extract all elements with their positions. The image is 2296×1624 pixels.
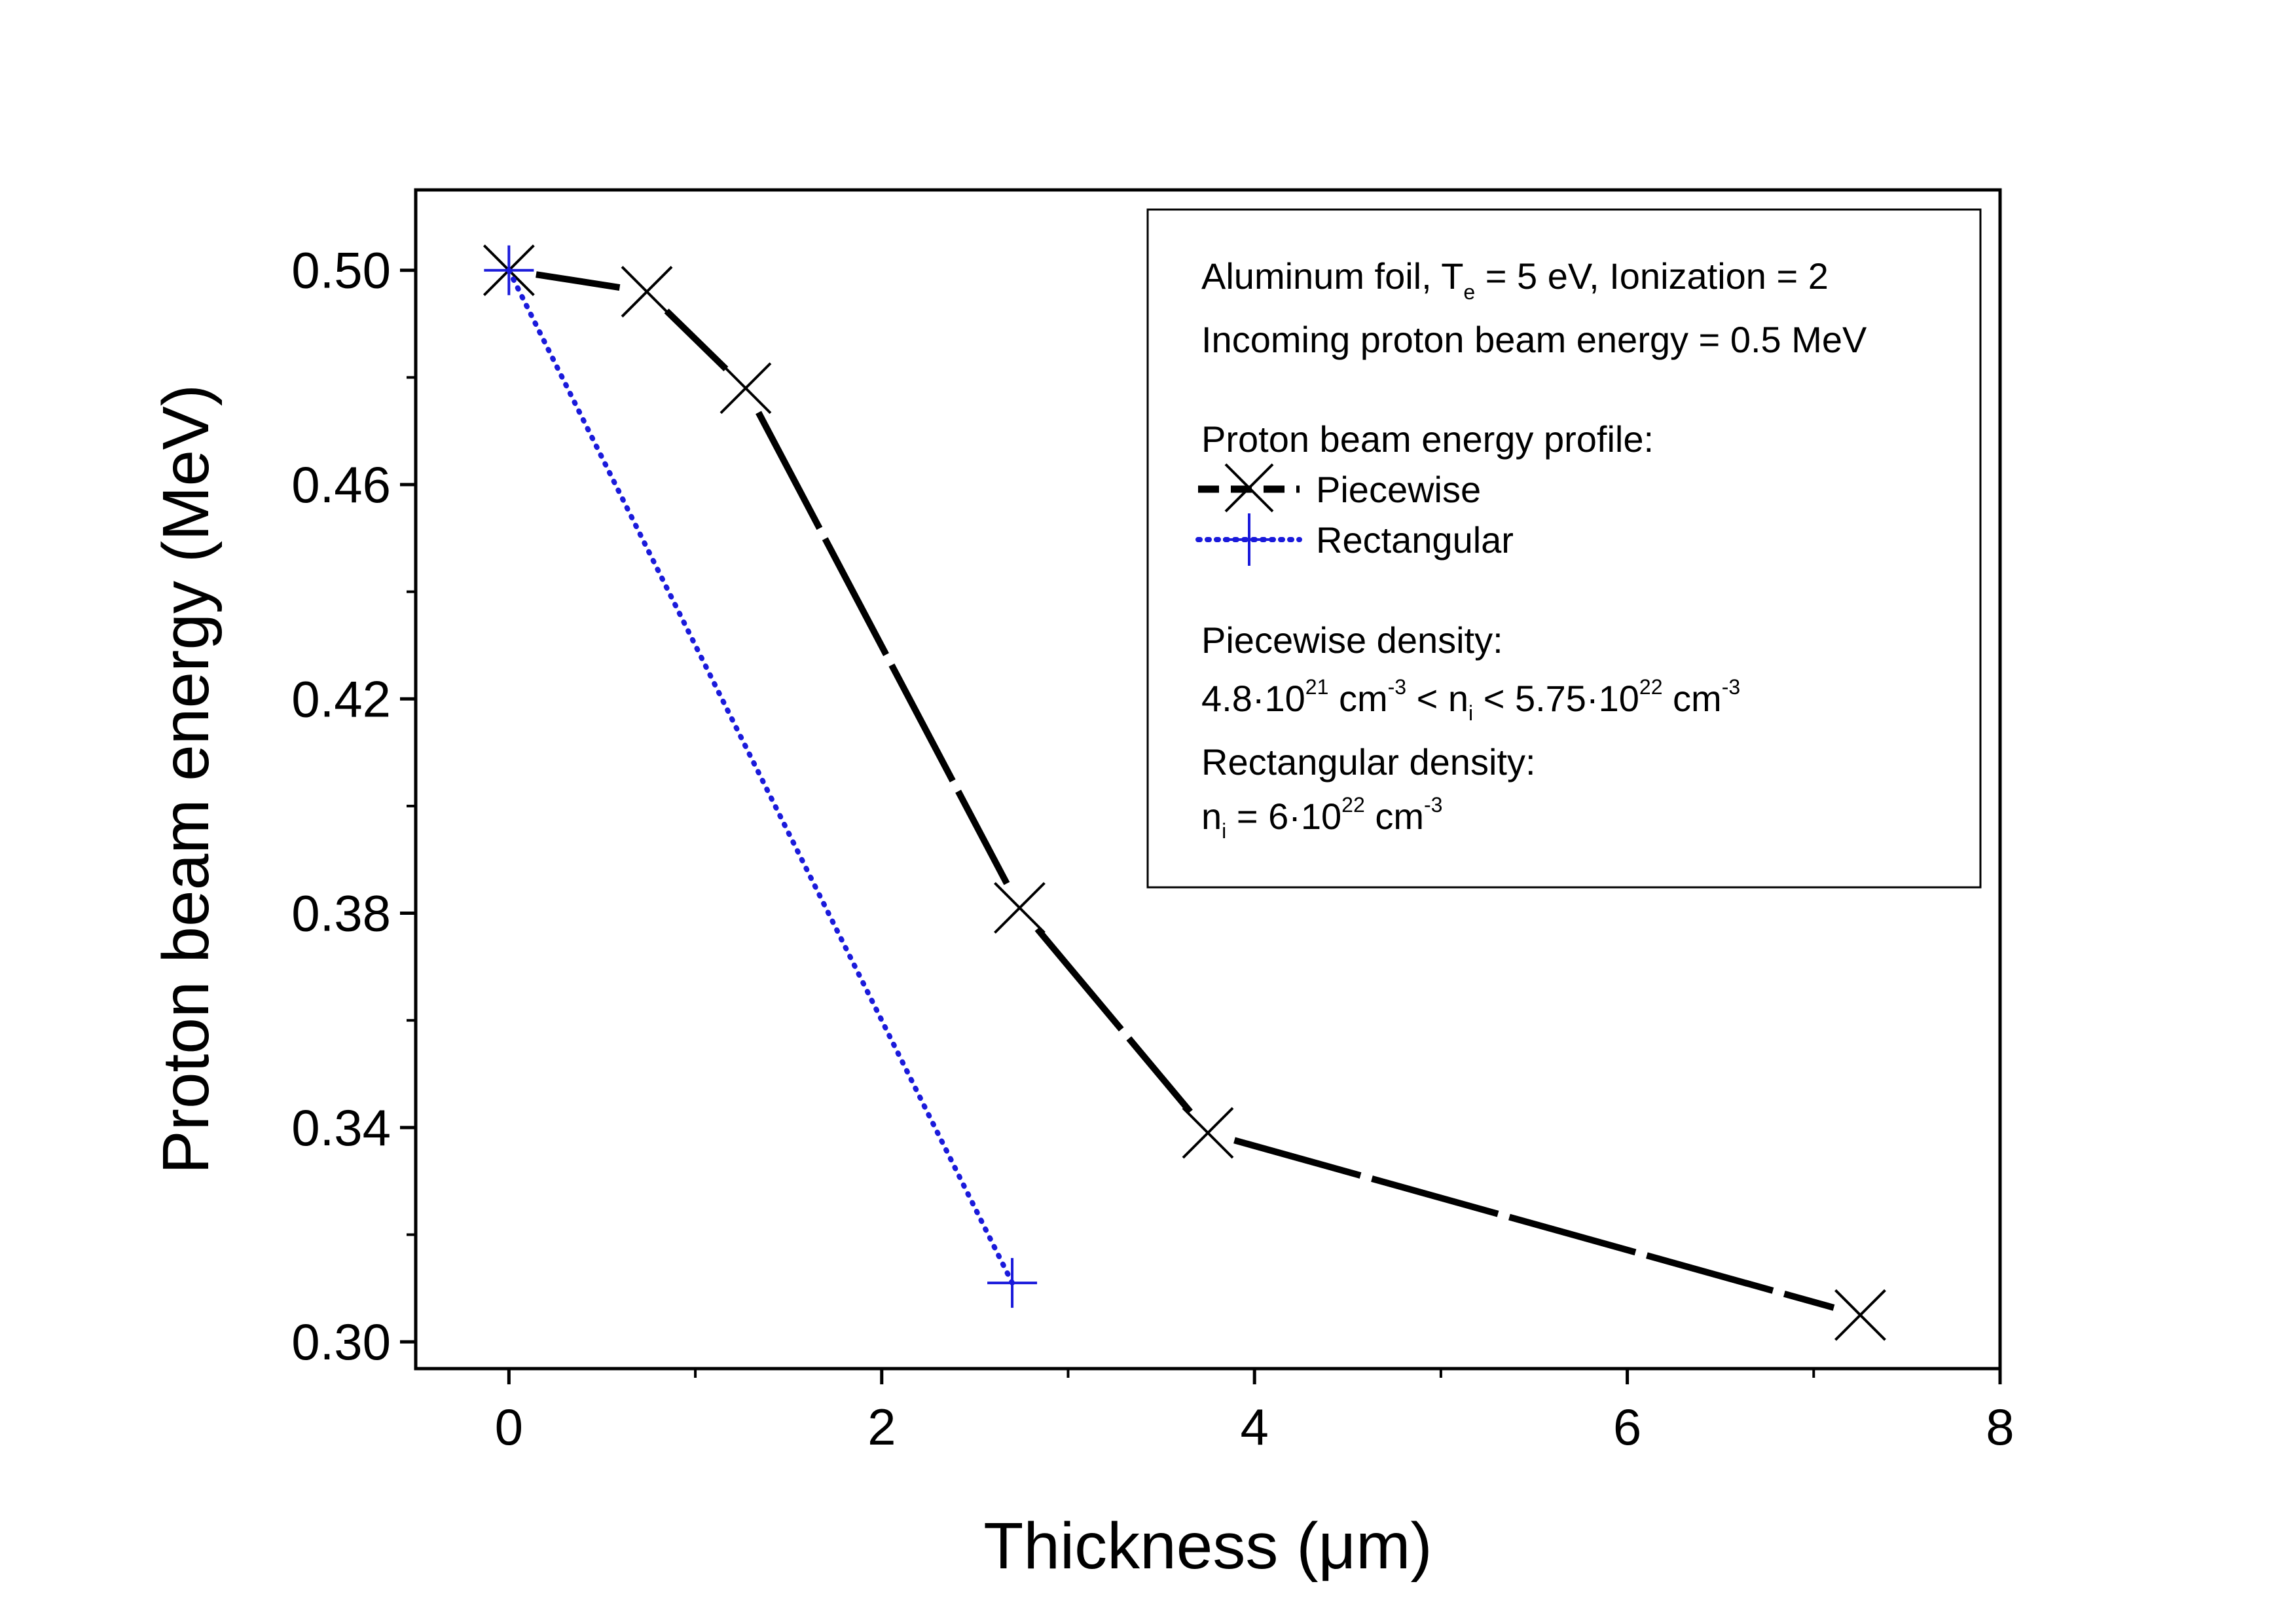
pd-p2: cm (1328, 678, 1387, 719)
rd-p2: = 6·10 (1226, 796, 1341, 837)
legend-item-piecewise: Piecewise (1198, 463, 1481, 513)
pd-p3: < n (1406, 678, 1468, 719)
marker-piecewise (621, 266, 673, 318)
rd-p1: n (1201, 796, 1222, 837)
rd-p3: cm (1365, 796, 1424, 837)
x-tick-label: 0 (495, 1398, 523, 1456)
x-tick-label: 6 (1613, 1398, 1641, 1456)
rd-b1: i (1222, 819, 1226, 843)
legend-box: Aluminum foil, Te = 5 eV, Ionization = 2… (1146, 208, 1982, 889)
series-rectangular (484, 245, 1038, 1308)
marker-piecewise (1182, 1107, 1234, 1159)
legend-line-material-b: = 5 eV, Ionization = 2 (1475, 255, 1829, 297)
pd-p1: 4.8·10 (1201, 678, 1305, 719)
y-axis-title: Proton beam energy (MeV) (149, 384, 223, 1174)
x-axis-title: Thickness (μm) (983, 1509, 1432, 1583)
legend-rectangular-marker (1223, 513, 1275, 566)
y-tick-label: 0.46 (291, 456, 391, 513)
legend-line-rectangular-value: ni = 6·1022 cm-3 (1201, 793, 1442, 843)
y-tick-label: 0.38 (291, 885, 391, 942)
line-segment-piecewise (536, 271, 621, 291)
rd-s1: 22 (1341, 793, 1365, 817)
y-tick-label: 0.42 (291, 670, 391, 728)
legend-line-piecewise-range: 4.8·1021 cm-3 < ni < 5.75·1022 cm-3 (1201, 675, 1740, 725)
y-tick-label: 0.30 (291, 1313, 391, 1371)
pd-s2: -3 (1388, 675, 1406, 699)
legend-line-incoming: Incoming proton beam energy = 0.5 MeV (1201, 319, 1867, 360)
legend-piecewise-marker (1224, 463, 1274, 513)
pd-p4: < 5.75·10 (1473, 678, 1639, 719)
line-segment-piecewise (1233, 1137, 1835, 1311)
pd-b1: i (1468, 701, 1473, 725)
legend-frame (1146, 208, 1982, 889)
series-piecewise (483, 244, 1886, 1341)
tick-labels: 0 2 4 6 8 0.30 0.34 0.38 0.42 0.46 0.50 (291, 242, 2014, 1456)
legend-line-material-sub: e (1463, 280, 1475, 304)
y-tick-label: 0.50 (291, 242, 391, 299)
x-tick-label: 4 (1240, 1398, 1268, 1456)
rd-s2: -3 (1424, 793, 1442, 817)
legend-item-rectangular: Rectangular (1195, 513, 1514, 566)
y-tick-label: 0.34 (291, 1099, 391, 1156)
pd-s4: -3 (1722, 675, 1740, 699)
x-tick-label: 2 (867, 1398, 896, 1456)
legend-rectangular-label: Rectangular (1316, 519, 1514, 561)
pd-s1: 21 (1305, 675, 1329, 699)
pd-s3: 22 (1639, 675, 1663, 699)
marker-rectangular (987, 1258, 1038, 1308)
legend-line-rectangular-density: Rectangular density: (1201, 741, 1536, 783)
line-rectangular (506, 267, 1015, 1286)
line-segment-piecewise (664, 308, 729, 371)
plot-frame (414, 188, 2002, 1371)
line-segment-piecewise (1034, 927, 1193, 1114)
legend-line-piecewise-density: Piecewise density: (1201, 619, 1503, 661)
x-tick-label: 8 (1986, 1398, 2014, 1456)
plot-series (483, 244, 1886, 1341)
legend-line-material-a: Aluminum foil, T (1201, 255, 1463, 297)
marker-piecewise (994, 881, 1046, 934)
marker-piecewise (1834, 1289, 1886, 1341)
legend-piecewise-label: Piecewise (1316, 469, 1481, 510)
pd-p5: cm (1662, 678, 1721, 719)
legend-line-profile: Proton beam energy profile: (1201, 418, 1654, 460)
legend-line-material: Aluminum foil, Te = 5 eV, Ionization = 2 (1201, 255, 1829, 304)
marker-rectangular (484, 245, 534, 295)
line-segment-piecewise (756, 411, 1010, 885)
marker-piecewise (720, 362, 772, 415)
